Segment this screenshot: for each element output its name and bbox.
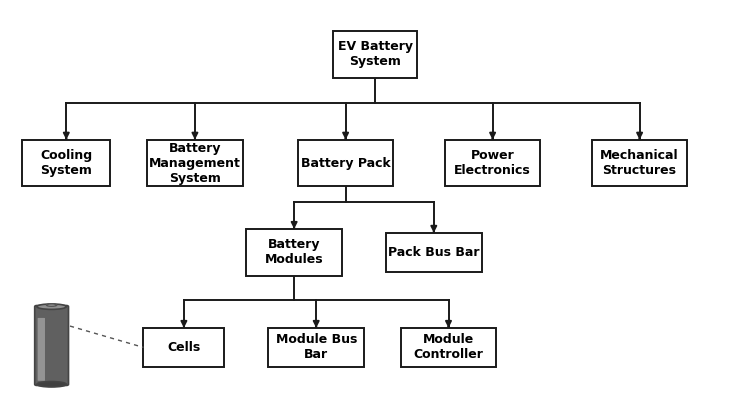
- Text: Module
Controller: Module Controller: [413, 333, 484, 362]
- Ellipse shape: [46, 304, 57, 306]
- Text: Battery Pack: Battery Pack: [301, 156, 391, 169]
- Text: Module Bus
Bar: Module Bus Bar: [275, 333, 357, 362]
- Text: Power
Electronics: Power Electronics: [454, 149, 531, 177]
- Text: Cells: Cells: [167, 341, 200, 354]
- Bar: [386, 233, 482, 272]
- Bar: [22, 140, 110, 187]
- Text: Cooling
System: Cooling System: [40, 149, 92, 177]
- FancyBboxPatch shape: [38, 318, 45, 381]
- Text: Pack Bus Bar: Pack Bus Bar: [388, 246, 479, 259]
- Text: Battery
Management
System: Battery Management System: [149, 142, 241, 185]
- Text: EV Battery
System: EV Battery System: [338, 40, 412, 69]
- Text: Mechanical
Structures: Mechanical Structures: [600, 149, 679, 177]
- Ellipse shape: [37, 304, 66, 309]
- Bar: [592, 140, 687, 187]
- Bar: [147, 140, 243, 187]
- Bar: [268, 328, 364, 367]
- FancyBboxPatch shape: [34, 305, 68, 385]
- Bar: [445, 140, 540, 187]
- Bar: [298, 140, 393, 187]
- Ellipse shape: [37, 382, 66, 387]
- Bar: [246, 229, 342, 276]
- Bar: [333, 31, 417, 78]
- Bar: [143, 328, 224, 367]
- Bar: [400, 328, 496, 367]
- Text: Battery
Modules: Battery Modules: [265, 238, 323, 267]
